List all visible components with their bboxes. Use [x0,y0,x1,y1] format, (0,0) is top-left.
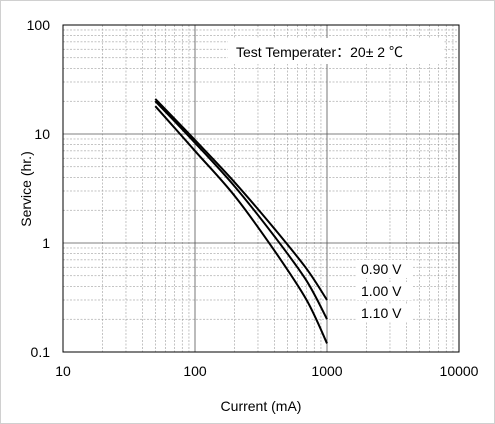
y-tick-label: 10 [34,126,50,142]
series-line-1-10-v [154,105,328,344]
series-line-0-90-v [154,98,328,301]
test-temperature-annotation: Test Temperater：20± 2 ℃ [236,44,403,60]
x-tick-label: 1000 [311,363,342,379]
legend-label-background [356,304,412,322]
x-tick-label: 100 [183,363,207,379]
series-line-1-00-v [154,100,328,320]
x-tick-label: 10000 [440,363,479,379]
legend-label: 1.00 V [361,283,402,299]
x-axis-label: Current (mA) [221,398,302,414]
x-tick-label: 10 [55,363,71,379]
y-axis-label: Service (hr.) [18,151,34,226]
y-tick-label: 0.1 [31,344,51,360]
legend-label: 0.90 V [361,261,402,277]
y-tick-label: 1 [42,235,50,251]
y-tick-label: 100 [27,17,51,33]
annotation-background [228,38,444,64]
legend-label-background [356,260,412,278]
legend-label-background [356,282,412,300]
legend-label: 1.10 V [361,305,402,321]
